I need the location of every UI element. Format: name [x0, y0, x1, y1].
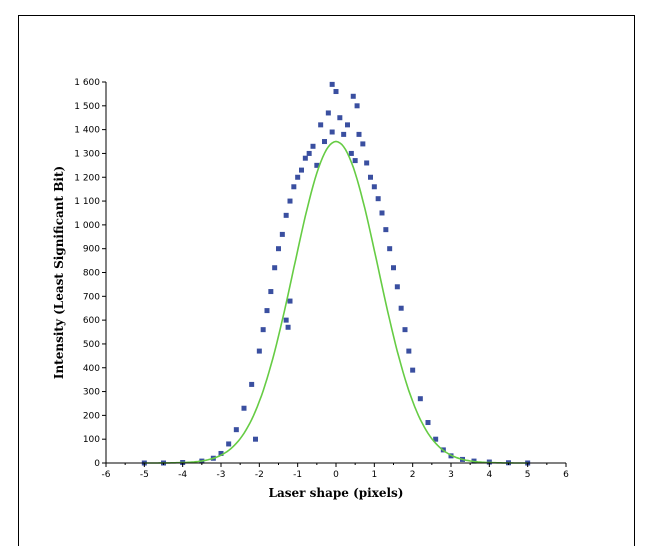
x-tick-label: -4 — [178, 470, 187, 480]
x-tick-label: 6 — [563, 470, 569, 480]
y-tick-label: 200 — [83, 411, 100, 421]
y-tick-label: 1 600 — [74, 78, 100, 88]
scatter-point — [325, 110, 331, 116]
scatter-point — [302, 155, 308, 161]
fit-curve-line — [144, 140, 528, 464]
scatter-point — [241, 405, 247, 411]
chart-frame — [18, 15, 635, 546]
y-tick-label: 100 — [83, 435, 100, 445]
scatter-point — [314, 162, 320, 168]
scatter-point — [299, 167, 304, 173]
scatter-point — [383, 227, 389, 233]
scatter-point — [433, 436, 439, 442]
scatter-point — [276, 246, 281, 252]
scatter-point — [264, 308, 270, 314]
y-tick-label: 700 — [83, 292, 100, 302]
scatter-point — [350, 93, 356, 99]
scatter-point — [337, 115, 343, 121]
scatter-point — [268, 289, 274, 295]
x-tick-label: 5 — [525, 470, 531, 480]
scatter-point — [285, 324, 291, 330]
x-tick-label: 2 — [410, 470, 416, 480]
scatter-point — [287, 198, 293, 204]
scatter-point — [364, 160, 370, 166]
y-tick-label: 0 — [94, 459, 100, 469]
scatter-point — [360, 141, 366, 147]
scatter-point — [394, 284, 400, 290]
x-tick-label: 1 — [371, 470, 377, 480]
x-tick-label: -1 — [293, 470, 302, 480]
y-tick-label: 1 100 — [74, 197, 100, 207]
scatter-point — [306, 150, 312, 156]
scatter-point — [371, 184, 377, 190]
y-tick-label: 1 300 — [74, 149, 100, 159]
x-tick-label: 0 — [333, 470, 339, 480]
y-axis-label: Intensity (Least Significant Bit) — [52, 166, 66, 379]
x-tick-label: -2 — [255, 470, 264, 480]
plot-layer — [141, 81, 531, 466]
scatter-point — [345, 122, 350, 128]
scatter-point — [253, 436, 258, 442]
y-tick-label: 900 — [83, 245, 100, 255]
x-axis-label: Laser shape (pixels) — [269, 486, 404, 500]
scatter-point — [287, 298, 293, 304]
scatter-point — [333, 89, 339, 95]
scatter-point — [318, 122, 324, 128]
y-tick-label: 800 — [83, 269, 100, 279]
y-tick-label: 1 000 — [74, 221, 100, 231]
scatter-point — [226, 441, 232, 447]
scatter-point — [283, 317, 289, 323]
scatter-point — [406, 348, 412, 354]
scatter-point — [391, 265, 396, 271]
axes-layer: -6 -5 -4 -3 -2 -1 0 1 2 3 4 5 6 0 100 200 300 400 500 600 70… — [74, 78, 569, 480]
scatter-point — [329, 129, 335, 135]
scatter-point — [425, 420, 431, 426]
scatter-point — [279, 231, 285, 237]
scatter-point — [256, 348, 262, 354]
y-tick-label: 1 500 — [74, 102, 100, 112]
y-tick-label: 1 200 — [74, 173, 100, 183]
x-tick-label: 3 — [448, 470, 454, 480]
scatter-point — [233, 427, 239, 433]
scatter-point — [368, 174, 373, 180]
scatter-point — [295, 174, 301, 180]
scatter-point — [322, 139, 327, 145]
scatter-point — [354, 103, 360, 109]
y-tick-label: 300 — [83, 388, 100, 398]
scatter-point — [260, 327, 266, 333]
scatter-point — [272, 265, 278, 271]
y-tick-label: 500 — [83, 340, 100, 350]
scatter-point — [379, 210, 385, 216]
scatter-point — [310, 143, 316, 149]
scatter-point — [398, 305, 404, 311]
x-tick-label: -5 — [140, 470, 149, 480]
x-tick-label: -6 — [102, 470, 111, 480]
scatter-point — [356, 131, 362, 137]
scatter-point — [329, 81, 335, 87]
scatter-point — [283, 212, 289, 218]
y-tick-label: 400 — [83, 364, 100, 374]
scatter-point — [410, 367, 416, 373]
scatter-point — [402, 327, 408, 333]
y-tick-label: 1 400 — [74, 126, 100, 136]
scatter-point — [375, 196, 381, 202]
scatter-point — [417, 396, 423, 402]
scatter-point — [291, 184, 297, 190]
x-tick-label: 4 — [486, 470, 492, 480]
scatter-point — [218, 450, 224, 456]
scatter-point — [387, 246, 393, 252]
scatter-point — [352, 158, 358, 164]
y-tick-label: 600 — [83, 316, 100, 326]
scatter-point — [341, 131, 347, 137]
scatter-point — [348, 150, 354, 156]
x-tick-label: -3 — [217, 470, 226, 480]
scatter-point — [249, 381, 255, 387]
